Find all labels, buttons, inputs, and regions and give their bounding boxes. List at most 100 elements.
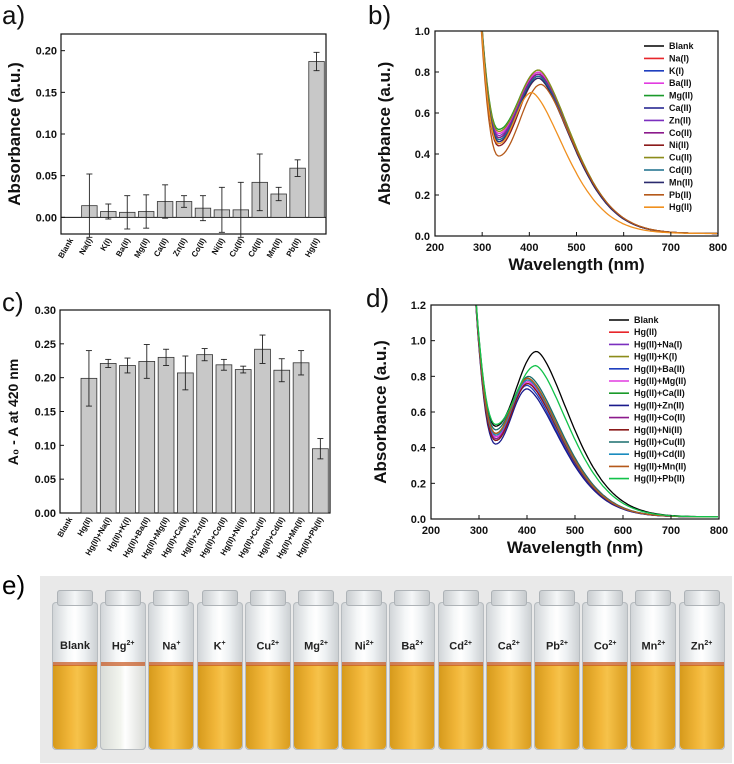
legend-entry: Zn(II) — [669, 115, 691, 125]
legend-entry: Hg(II)+K(I) — [634, 352, 677, 362]
vial-ion-name: Ni — [354, 640, 366, 653]
panel-c-bar-chart: c) 0.00 0.05 0.10 0.15 0.20 0.25 0.30 Blank Hg(I… — [2, 287, 331, 560]
y-tick-label: 0.25 — [35, 339, 56, 351]
legend-entry: K(I) — [669, 66, 684, 76]
vial-ca: Ca2+ — [485, 590, 532, 750]
x-category-label: Blank — [57, 236, 76, 260]
y-axis-title: Absorbance (a.u.) — [375, 62, 394, 206]
legend-entry: Hg(II)+Cu(II) — [634, 437, 685, 447]
vial-cap — [394, 590, 431, 606]
vial-meniscus — [197, 662, 242, 666]
x-category-label: Na(I) — [77, 236, 94, 256]
bar-Hg(II)+Ca(II) — [177, 372, 194, 514]
vial-glass — [52, 602, 98, 750]
vial-meniscus — [294, 662, 338, 666]
x-category-label: Cu(II) — [228, 236, 246, 258]
x-axis-title: Wavelength (nm) — [508, 255, 644, 274]
vial-ni: Ni2+ — [341, 590, 388, 750]
vial-ion-name: Pb — [545, 640, 561, 653]
vial-label: Zn2+ — [679, 640, 725, 653]
x-tick-label: 800 — [709, 242, 727, 254]
legend-entry: Ba(II) — [669, 78, 692, 88]
panel-b-label: b) — [368, 0, 391, 30]
y-tick-label: 0.15 — [35, 407, 56, 419]
vial-meniscus — [149, 662, 194, 666]
bar-Hg(II)+Mg(II) — [157, 356, 175, 514]
vial-label: Ni2+ — [341, 640, 387, 653]
vial-solution — [679, 665, 724, 749]
vial-ion-charge: 2+ — [319, 640, 328, 647]
vial-ion-name: Blank — [60, 640, 90, 652]
y-tick-label: 0.00 — [36, 212, 57, 224]
vial-meniscus — [535, 662, 579, 666]
vial-meniscus — [583, 662, 628, 666]
panel-e-label: e) — [2, 570, 26, 600]
panel-a-label: a) — [2, 0, 25, 30]
vial-cap — [201, 590, 238, 606]
panel-d-label: d) — [366, 285, 389, 313]
legend-entry: Cd(II) — [669, 165, 692, 175]
x-category-label: K(I) — [99, 236, 114, 252]
legend-entry: Na(I) — [669, 53, 689, 63]
x-category-label: Hg(II) — [303, 236, 321, 258]
vial-ion-charge: 2+ — [415, 640, 424, 647]
vial-cap — [298, 590, 334, 606]
vial-mg: Mg2+ — [293, 590, 339, 750]
vial-glass — [293, 602, 339, 750]
vial-label: Na+ — [148, 640, 194, 653]
bar-Hg(II)+Cu(II) — [254, 348, 271, 514]
vial-meniscus — [679, 662, 724, 666]
y-tick-label: 0.10 — [35, 440, 56, 452]
vial-cap — [105, 590, 142, 606]
x-category-label: Mn(II) — [265, 236, 284, 259]
vial-solution — [535, 665, 579, 749]
x-tick-label: 600 — [614, 242, 632, 254]
vial-solution — [631, 665, 676, 749]
series-line-Hg(II) — [481, 31, 718, 235]
vial-solution — [101, 665, 146, 749]
bar-Hg(II)+K(I) — [119, 365, 136, 514]
y-axis-title: A₀ - A at 420 nm — [5, 359, 21, 465]
legend-entry: Ca(II) — [669, 103, 692, 113]
vial-solution — [294, 665, 338, 749]
vial-cap — [442, 590, 479, 606]
vial-hg: Hg2+ — [100, 590, 147, 750]
vial-blank: Blank — [52, 590, 98, 750]
vial-cap — [683, 590, 720, 606]
vial-ion-name: Ba — [401, 640, 416, 653]
vial-ion-charge: 2+ — [365, 640, 374, 647]
y-tick-label: 0.0 — [411, 514, 426, 526]
vial-glass — [196, 602, 243, 750]
legend-entry: Hg(II)+Mn(II) — [634, 461, 686, 471]
vial-meniscus — [390, 662, 435, 666]
vial-label: Co2+ — [582, 640, 628, 653]
vial-meniscus — [631, 662, 676, 666]
vial-solution — [390, 665, 435, 749]
panel-b-line-chart: b) 200 300 400 500 600 700 800 0.0 0.2 0.4 0.6 0.8 1… — [368, 0, 727, 274]
series-group — [480, 31, 718, 235]
vial-label: Cu2+ — [245, 640, 291, 653]
x-tick-label: 300 — [470, 525, 488, 537]
vial-meniscus — [438, 662, 483, 666]
vial-meniscus — [486, 662, 531, 666]
vial-ion-name: Cd — [449, 640, 464, 653]
y-axis-title: Absorbance (a.u.) — [371, 340, 390, 484]
x-tick-label: 800 — [710, 525, 728, 537]
x-tick-label: 400 — [520, 242, 538, 254]
vial-label: Mn2+ — [630, 640, 676, 653]
x-category-label: Ba(II) — [114, 236, 132, 258]
vial-glass — [678, 602, 725, 750]
vial-glass — [244, 602, 291, 750]
vial-cap — [153, 590, 190, 606]
vial-label: Pb2+ — [534, 640, 580, 653]
x-tick-label: 700 — [662, 242, 680, 254]
vial-cap — [587, 590, 624, 606]
x-tick-label: 700 — [662, 525, 680, 537]
vials-photo: Blank Hg2+ Na+ K+ Cu2+ Mg2+ Ni2+ Ba2+ Cd2+ Ca2+ Pb… — [40, 576, 732, 763]
x-category-label: Zn(II) — [171, 236, 189, 258]
x-category-label: Pb(II) — [285, 236, 303, 258]
vial-ion-charge: 2+ — [126, 640, 135, 647]
panel-c-label: c) — [2, 287, 24, 317]
y-tick-label: 0.10 — [36, 129, 57, 141]
y-tick-label: 0.30 — [35, 305, 56, 317]
